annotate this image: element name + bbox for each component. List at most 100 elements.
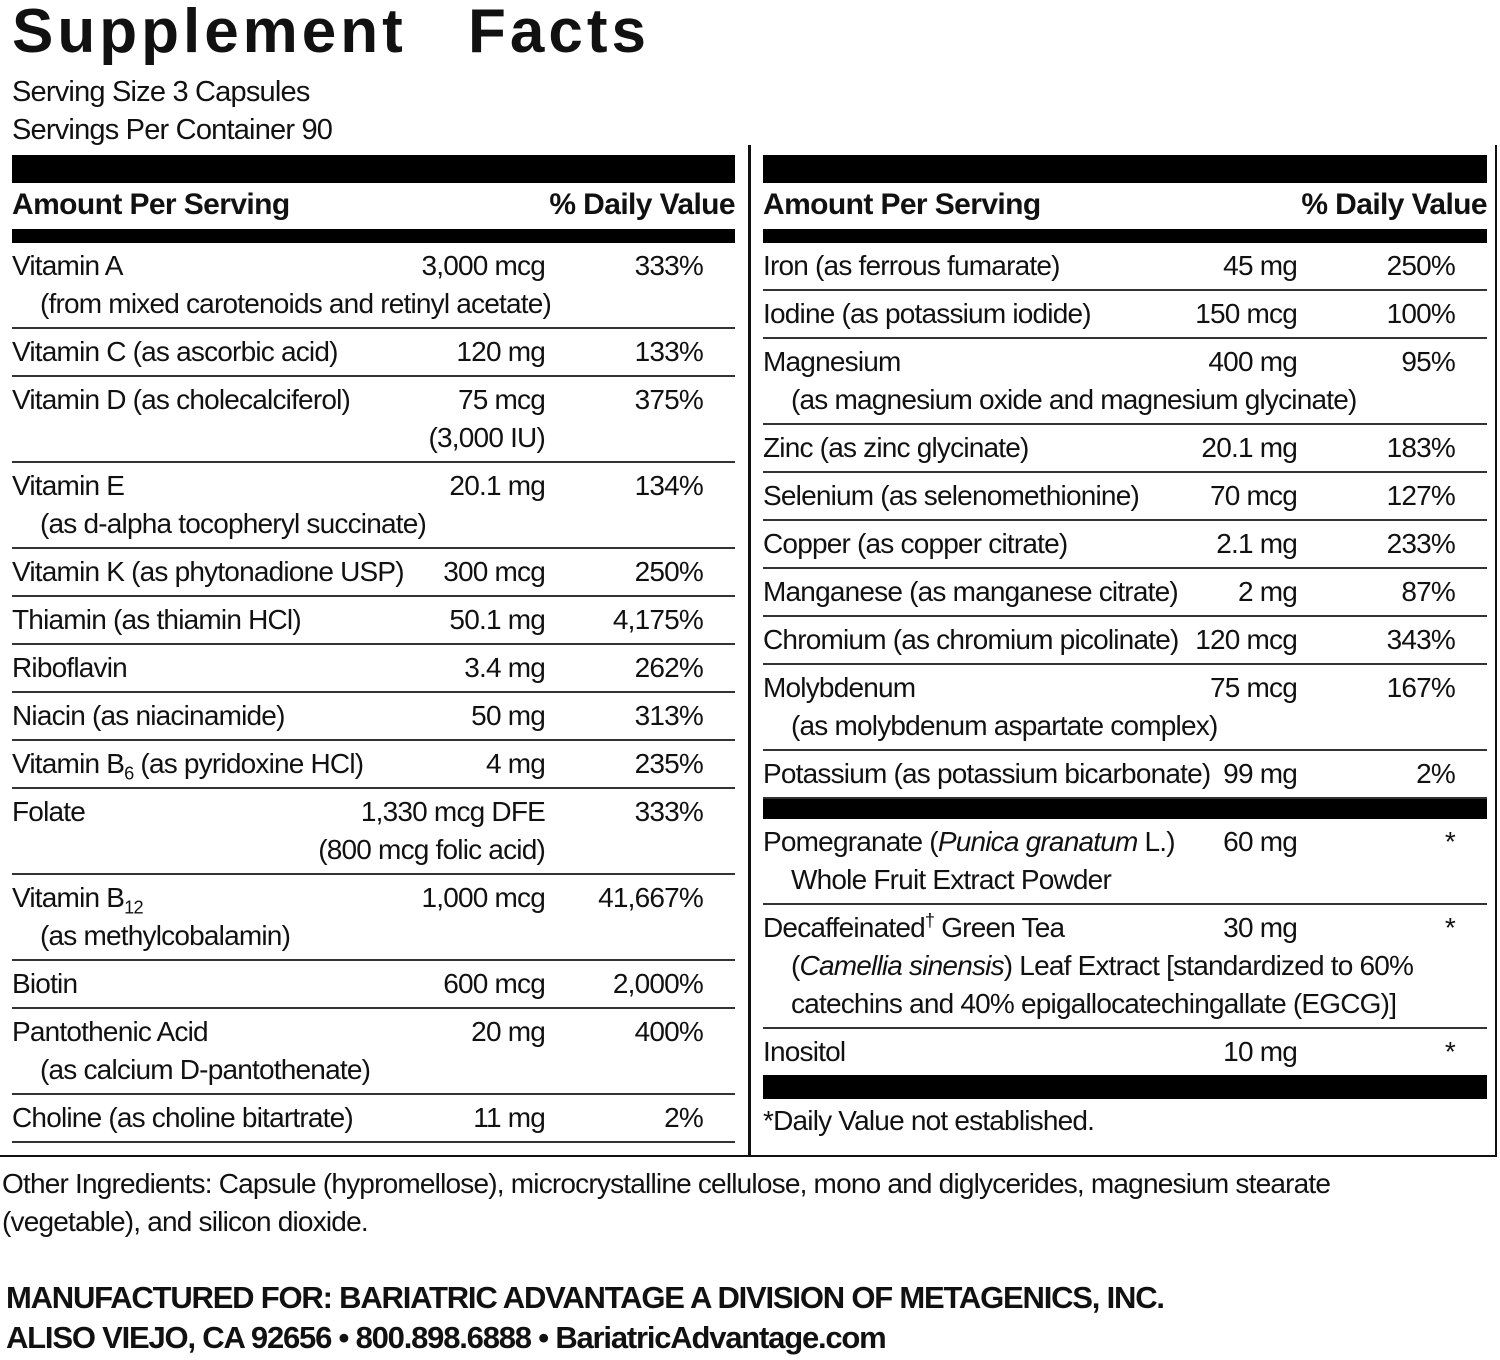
amount: 1,330 mcg DFE: [360, 796, 546, 827]
nutrient-row: Chromium (as chromium picolinate) 120 mcg…: [763, 617, 1487, 665]
text-segment: †: [924, 910, 935, 931]
row-line: Pantothenic Acid 20 mg 400%: [12, 1013, 735, 1051]
nutrient-detail: (from mixed carotenoids and retinyl acet…: [40, 288, 552, 319]
right-column: Amount Per Serving % Daily Value Iron (a…: [763, 155, 1488, 1143]
amount: 50 mg: [471, 700, 546, 731]
nutrient-row: Folate 1,330 mcg DFE 333% (800 mcg folic ac…: [12, 789, 735, 875]
nutrient-row: Vitamin E 20.1 mg 134% (as d-alpha tocopher…: [12, 463, 735, 549]
nutrient-detail: catechins and 40% epigallocatechingallat…: [791, 988, 1397, 1019]
row-line: Decaffeinated† Green Tea 30 mg *: [763, 909, 1487, 947]
amount: 3,000 mcg: [421, 250, 545, 281]
text-segment: ) Leaf Extract [standardized to 60%: [1003, 950, 1414, 981]
nutrient-row: Manganese (as manganese citrate) 2 mg 87%: [763, 569, 1487, 617]
nutrient-name: Molybdenum: [763, 672, 916, 703]
amount: 45 mg: [1223, 250, 1298, 281]
row-line: (as methylcobalamin): [12, 917, 735, 955]
rows: Iron (as ferrous fumarate) 45 mg 250% Iodin…: [763, 243, 1487, 799]
amount: 4 mg: [485, 748, 546, 779]
nutrient-name: Folate: [12, 796, 86, 827]
row-line: Selenium (as selenomethionine) 70 mcg 127%: [763, 477, 1487, 515]
nutrient-name: Selenium (as selenomethionine): [763, 480, 1140, 511]
amount-detail: (3,000 IU): [428, 422, 546, 453]
nutrient-name: Magnesium: [763, 346, 901, 377]
row-line: Vitamin B12 1,000 mcg 41,667%: [12, 879, 735, 917]
nutrient-name: Potassium (as potassium bicarbonate): [763, 758, 1211, 789]
daily-value: 235%: [634, 748, 704, 779]
nutrient-row: Riboflavin 3.4 mg 262%: [12, 645, 735, 693]
daily-value: 313%: [634, 700, 704, 731]
row-line: Vitamin A 3,000 mcg 333%: [12, 247, 735, 285]
row-line: Choline (as choline bitartrate) 11 mg 2%: [12, 1099, 735, 1137]
text-segment: 12: [124, 897, 143, 918]
amount: 50.1 mg: [449, 604, 545, 635]
amount: 120 mg: [456, 336, 545, 367]
row-line: Whole Fruit Extract Powder: [763, 861, 1487, 899]
amount: 2.1 mg: [1216, 528, 1298, 559]
nutrient-name: Pantothenic Acid: [12, 1016, 209, 1047]
daily-value: 2,000%: [612, 968, 704, 999]
text-segment: L.): [1137, 826, 1175, 857]
row-line: (3,000 IU): [12, 419, 735, 457]
row-line: Folate 1,330 mcg DFE 333%: [12, 793, 735, 831]
nutrient-row: Potassium (as potassium bicarbonate) 99 m…: [763, 751, 1487, 799]
amount: 400 mg: [1208, 346, 1297, 377]
row-line: Riboflavin 3.4 mg 262%: [12, 649, 735, 687]
row-line: Inositol 10 mg *: [763, 1033, 1487, 1071]
nutrient-name: Vitamin E: [12, 470, 125, 501]
amount: 75 mcg: [457, 384, 546, 415]
nutrient-name: Vitamin B12: [12, 882, 144, 917]
amount: 70 mcg: [1209, 480, 1298, 511]
nutrient-name: Niacin (as niacinamide): [12, 700, 285, 731]
nutrient-name: Vitamin B6 (as pyridoxine HCl): [12, 748, 364, 783]
divider: [748, 145, 751, 1157]
daily-value: *: [1444, 1036, 1456, 1067]
nutrient-name: Decaffeinated† Green Tea: [763, 910, 1065, 943]
text-segment: Vitamin B: [12, 882, 125, 913]
nutrient-detail: (Camellia sinensis) Leaf Extract [standa…: [763, 950, 1414, 981]
nutrient-name: Riboflavin: [12, 652, 128, 683]
daily-value: 134%: [634, 470, 704, 501]
row-line: Potassium (as potassium bicarbonate) 99 m…: [763, 755, 1487, 793]
row-line: (as calcium D-pantothenate): [12, 1051, 735, 1089]
nutrient-name: Vitamin D (as cholecalciferol): [12, 384, 351, 415]
nutrient-row: Vitamin K (as phytonadione USP) 300 mcg 25…: [12, 549, 735, 597]
row-line: (Camellia sinensis) Leaf Extract [standa…: [763, 947, 1487, 985]
daily-value: 250%: [634, 556, 704, 587]
nutrient-row: Niacin (as niacinamide) 50 mg 313%: [12, 693, 735, 741]
nutrient-name: Vitamin A: [12, 250, 123, 281]
nutrient-name: Thiamin (as thiamin HCl): [12, 604, 302, 635]
row-line: Iron (as ferrous fumarate) 45 mg 250%: [763, 247, 1487, 285]
row-line: (as d-alpha tocopheryl succinate): [12, 505, 735, 543]
black-bar: [763, 1075, 1487, 1099]
nutrient-name: Inositol: [763, 1036, 846, 1067]
text-segment: (: [791, 950, 800, 981]
servings-per-container: Servings Per Container 90: [12, 114, 333, 146]
nutrient-row: Vitamin C (as ascorbic acid) 120 mg 133%: [12, 329, 735, 377]
other-ingredients: Other Ingredients: Capsule (hypromellose…: [2, 1168, 1331, 1237]
nutrient-row: Iodine (as potassium iodide) 150 mcg 100%: [763, 291, 1487, 339]
daily-value: 95%: [1401, 346, 1455, 377]
nutrient-row: Vitamin A 3,000 mcg 333% (from mixed carote…: [12, 243, 735, 329]
nutrient-detail: (as calcium D-pantothenate): [40, 1054, 371, 1085]
amount: 99 mg: [1223, 758, 1298, 789]
nutrient-row: Vitamin B12 1,000 mcg 41,667% (as methylcob…: [12, 875, 735, 961]
row-line: Vitamin E 20.1 mg 134%: [12, 467, 735, 505]
amount-header: Amount Per Serving: [12, 188, 290, 221]
black-bar: [12, 155, 735, 183]
amount: 300 mcg: [443, 556, 546, 587]
manufacturer: ALISO VIEJO, CA 92656 • 800.898.6888 • B…: [6, 1320, 887, 1355]
amount: 75 mcg: [1209, 672, 1298, 703]
nutrient-name: Pomegranate (Punica granatum L.): [763, 826, 1176, 857]
nutrient-row: Magnesium 400 mg 95% (as magnesium oxide an…: [763, 339, 1487, 425]
amount: 60 mg: [1223, 826, 1298, 857]
dv-header: % Daily Value: [1301, 188, 1487, 221]
manufacturer: MANUFACTURED FOR: BARIATRIC ADVANTAGE A …: [6, 1280, 1165, 1315]
row-line: (as magnesium oxide and magnesium glycin…: [763, 381, 1487, 419]
rows: Vitamin A 3,000 mcg 333% (from mixed carote…: [12, 243, 735, 1143]
nutrient-detail: (as magnesium oxide and magnesium glycin…: [791, 384, 1357, 415]
divider: [1495, 145, 1497, 1157]
nutrient-name: Iodine (as potassium iodide): [763, 298, 1092, 329]
nutrient-row: Vitamin D (as cholecalciferol) 75 mcg 375%…: [12, 377, 735, 463]
text-segment: (as pyridoxine HCl): [133, 748, 364, 779]
